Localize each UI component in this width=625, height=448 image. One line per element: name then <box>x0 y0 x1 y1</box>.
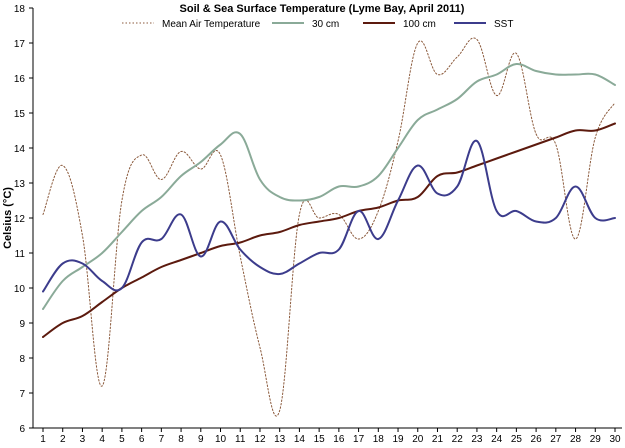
y-tick-label: 11 <box>15 249 26 260</box>
legend-label: 30 cm <box>312 19 339 30</box>
x-tick-label: 26 <box>531 434 543 445</box>
y-tick-label: 16 <box>14 74 26 85</box>
y-tick-label: 12 <box>14 214 26 225</box>
legend-label: SST <box>494 19 513 30</box>
x-tick-label: 21 <box>432 434 444 445</box>
y-tick-label: 17 <box>14 39 26 50</box>
x-tick-label: 25 <box>511 434 523 445</box>
x-tick-label: 4 <box>99 434 105 445</box>
y-tick-label: 9 <box>19 319 25 330</box>
x-tick-label: 20 <box>412 434 424 445</box>
x-tick-label: 12 <box>254 434 266 445</box>
y-tick-label: 15 <box>14 109 26 120</box>
y-tick-label: 13 <box>14 179 26 190</box>
x-tick-label: 16 <box>333 434 345 445</box>
x-tick-label: 15 <box>314 434 326 445</box>
series-line-2 <box>42 122 616 338</box>
series-line-1 <box>42 62 616 310</box>
x-tick-label: 6 <box>139 434 145 445</box>
series-line-3 <box>42 139 616 293</box>
y-ticks: 6 7 8 9 10 11 12 13 14 15 16 17 18 <box>14 4 33 435</box>
x-tick-label: 2 <box>60 434 66 445</box>
x-tick-label: 19 <box>392 434 404 445</box>
x-tick-label: 24 <box>491 434 503 445</box>
x-tick-label: 10 <box>215 434 227 445</box>
y-tick-label: 8 <box>19 354 25 365</box>
x-tick-label: 1 <box>40 434 46 445</box>
x-tick-label: 11 <box>235 434 246 445</box>
x-tick-label: 27 <box>550 434 562 445</box>
x-tick-label: 29 <box>590 434 602 445</box>
x-tick-label: 5 <box>119 434 125 445</box>
legend-label: Mean Air Temperature <box>162 19 261 30</box>
x-tick-label: 18 <box>373 434 385 445</box>
x-tick-label: 30 <box>609 434 621 445</box>
legend-label: 100 cm <box>403 19 436 30</box>
x-tick-label: 22 <box>452 434 464 445</box>
y-tick-label: 7 <box>19 389 25 400</box>
x-tick-label: 8 <box>178 434 184 445</box>
x-tick-label: 17 <box>353 434 365 445</box>
x-tick-label: 7 <box>159 434 165 445</box>
x-tick-label: 28 <box>570 434 582 445</box>
series-line-0 <box>42 37 616 417</box>
x-tick-label: 13 <box>274 434 286 445</box>
x-tick-label: 9 <box>198 434 204 445</box>
y-tick-label: 6 <box>19 424 25 435</box>
legend: Mean Air Temperature 30 cm 100 cm SST <box>122 19 513 30</box>
y-tick-label: 14 <box>14 144 26 155</box>
chart-title: Soil & Sea Surface Temperature (Lyme Bay… <box>180 3 465 15</box>
y-tick-label: 18 <box>14 4 26 15</box>
x-tick-label: 14 <box>294 434 306 445</box>
x-tick-label: 23 <box>471 434 483 445</box>
series-group <box>42 37 616 417</box>
x-tick-label: 3 <box>80 434 86 445</box>
y-tick-label: 10 <box>14 284 26 295</box>
x-ticks: 1 2 3 4 5 6 7 8 9 10 11 12 13 14 15 16 17 18 19 20 21 22 23 24 2… <box>40 428 621 445</box>
y-axis-label: Celsius (°C) <box>2 187 14 249</box>
